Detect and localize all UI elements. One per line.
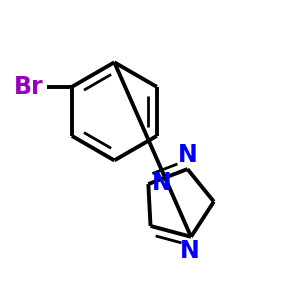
- Text: N: N: [152, 171, 172, 195]
- Text: Br: Br: [14, 75, 44, 99]
- Text: N: N: [178, 143, 197, 167]
- Text: N: N: [180, 239, 200, 263]
